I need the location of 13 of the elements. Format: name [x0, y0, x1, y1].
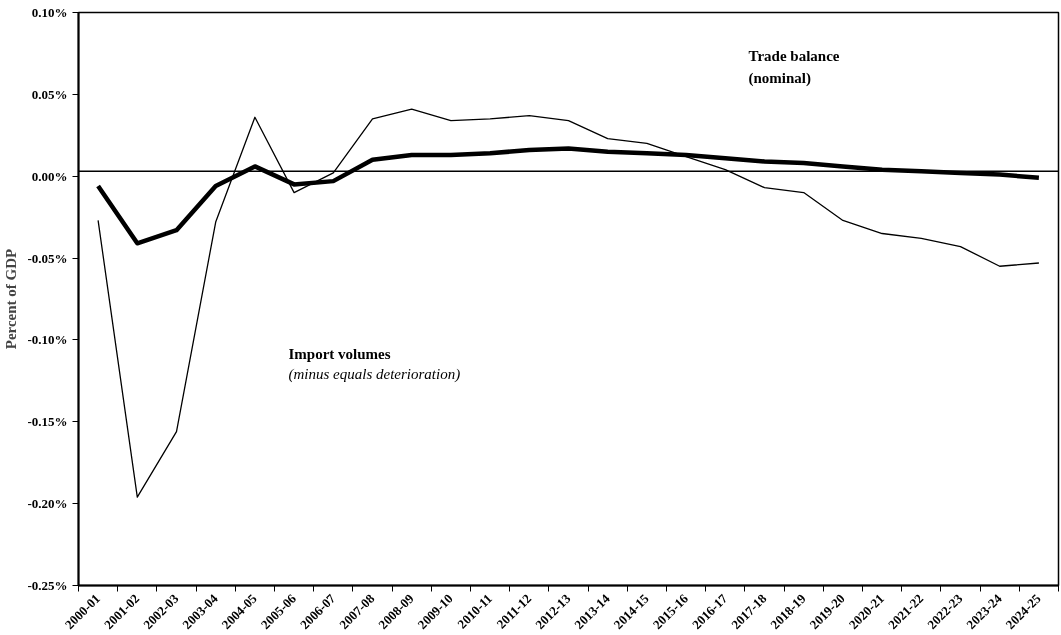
- y-tick-label: -0.05%: [27, 250, 68, 266]
- annotation: (minus equals deterioration): [288, 365, 461, 383]
- annotation: Trade balance: [748, 47, 840, 64]
- y-tick-label: 0.10%: [31, 5, 68, 20]
- y-tick-label: 0.05%: [31, 86, 68, 102]
- y-tick-label: -0.25%: [27, 578, 68, 593]
- y-axis-title: Percent of GDP: [3, 248, 20, 350]
- annotation: (nominal): [748, 69, 812, 87]
- y-tick-label: -0.20%: [27, 496, 68, 512]
- annotation: Import volumes: [288, 345, 391, 362]
- y-tick-label: -0.10%: [27, 332, 68, 348]
- y-tick-label: 0.00%: [31, 168, 68, 184]
- y-tick-label: -0.15%: [27, 414, 68, 430]
